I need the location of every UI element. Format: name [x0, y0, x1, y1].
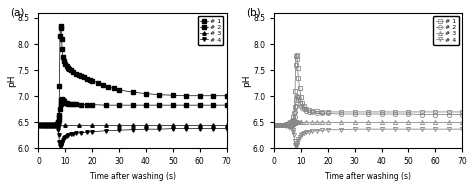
- X-axis label: Time after washing (s): Time after washing (s): [325, 172, 411, 181]
- Text: (b): (b): [246, 7, 261, 17]
- Legend: # 1, # 2, # 3, # 4: # 1, # 2, # 3, # 4: [198, 16, 223, 45]
- Y-axis label: pH: pH: [243, 74, 252, 87]
- Text: (a): (a): [10, 7, 25, 17]
- Legend: # 1, # 2, # 3, # 4: # 1, # 2, # 3, # 4: [433, 16, 459, 45]
- Y-axis label: pH: pH: [7, 74, 16, 87]
- X-axis label: Time after washing (s): Time after washing (s): [90, 172, 175, 181]
